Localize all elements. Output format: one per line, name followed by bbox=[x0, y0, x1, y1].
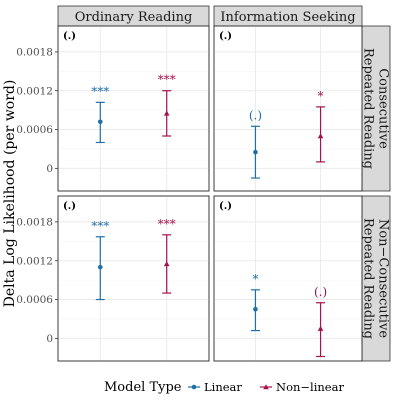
data-point bbox=[317, 133, 324, 139]
data-point-group: *** bbox=[158, 217, 176, 294]
data-point bbox=[253, 149, 258, 155]
legend-title: Model Type bbox=[104, 380, 182, 395]
significance-label: (.) bbox=[249, 108, 262, 122]
significance-label: * bbox=[252, 272, 258, 286]
y-tick-label: 0.0012 bbox=[16, 85, 53, 97]
y-tick-label: 0.0012 bbox=[16, 255, 53, 267]
facet-panel: (.) * (.) bbox=[213, 195, 363, 362]
data-point-group: * bbox=[316, 89, 326, 163]
y-tick-label: 0.0006 bbox=[16, 294, 53, 306]
row-strip-label: ConsecutiveRepeated Reading bbox=[361, 48, 391, 169]
legend-item: Linear bbox=[188, 380, 242, 394]
data-point bbox=[97, 119, 103, 125]
significance-label: *** bbox=[158, 217, 176, 231]
column-strip-label: Information Seeking bbox=[220, 10, 355, 25]
row-strip-label-line: Consecutive bbox=[376, 68, 391, 149]
row-strip: Non−ConsecutiveRepeated Reading bbox=[361, 195, 391, 362]
significance-label: *** bbox=[91, 219, 109, 233]
panel-background bbox=[213, 25, 363, 192]
column-strip: Ordinary Reading bbox=[57, 5, 210, 27]
significance-label: (.) bbox=[314, 285, 327, 299]
row-strip-bg bbox=[361, 25, 391, 192]
row-strip-bg bbox=[361, 195, 391, 362]
legend-item: Non−linear bbox=[260, 380, 344, 394]
data-point-group: *** bbox=[91, 84, 109, 144]
panel-border bbox=[213, 25, 363, 192]
facet-panel: (.) (.) * bbox=[213, 25, 363, 192]
column-strip-label: Ordinary Reading bbox=[75, 10, 193, 25]
data-point bbox=[97, 264, 103, 270]
panel-marker-label: (.) bbox=[219, 31, 232, 42]
y-tick-label: 0.0018 bbox=[16, 217, 53, 229]
facet-panel: (.) *** *** bbox=[57, 25, 210, 192]
row-strip-label: Non−ConsecutiveRepeated Reading bbox=[361, 218, 391, 339]
panel-border bbox=[57, 25, 210, 192]
significance-label: *** bbox=[158, 73, 176, 87]
y-tick-label: 0 bbox=[46, 333, 53, 345]
y-axis-title: Delta Log Likelihood (per word) bbox=[2, 80, 18, 308]
data-point bbox=[163, 261, 170, 267]
y-tick-label: 0 bbox=[46, 163, 53, 175]
data-point-group: (.) bbox=[314, 285, 327, 358]
legend: Model Type Linear Non−linear bbox=[104, 380, 344, 395]
facet-panel: (.) *** *** bbox=[57, 195, 210, 362]
y-axis: 0 0.0006 0.0012 0.0018 bbox=[16, 47, 58, 175]
data-point-group: * bbox=[250, 272, 260, 332]
data-point-group: (.) bbox=[249, 108, 262, 179]
panel-border bbox=[57, 195, 210, 362]
row-strip-label-line: Non−Consecutive bbox=[376, 219, 391, 338]
panel-marker-label: (.) bbox=[63, 201, 76, 212]
panel-marker-label: (.) bbox=[63, 31, 76, 42]
panel-marker-label: (.) bbox=[219, 201, 232, 212]
row-strip: ConsecutiveRepeated Reading bbox=[361, 25, 391, 192]
data-point-group: *** bbox=[91, 219, 109, 301]
data-point bbox=[163, 110, 170, 116]
legend-key-marker bbox=[263, 384, 269, 390]
significance-label: *** bbox=[91, 84, 109, 98]
column-strip: Information Seeking bbox=[213, 5, 363, 27]
significance-label: * bbox=[318, 89, 324, 103]
panel-border bbox=[213, 195, 363, 362]
y-axis: 0 0.0006 0.0012 0.0018 bbox=[16, 217, 58, 345]
row-strip-label-line: Repeated Reading bbox=[361, 48, 376, 169]
y-tick-label: 0.0006 bbox=[16, 124, 53, 136]
legend-label: Non−linear bbox=[276, 380, 344, 394]
panel-background bbox=[213, 195, 363, 362]
data-point-group: *** bbox=[158, 73, 176, 137]
data-point bbox=[317, 325, 324, 331]
data-point bbox=[253, 306, 258, 312]
panel-background bbox=[57, 195, 210, 362]
legend-label: Linear bbox=[204, 380, 242, 394]
y-tick-label: 0.0018 bbox=[16, 47, 53, 59]
row-strip-label-line: Repeated Reading bbox=[361, 218, 376, 339]
panel-background bbox=[57, 25, 210, 192]
legend-key-marker bbox=[191, 384, 197, 390]
